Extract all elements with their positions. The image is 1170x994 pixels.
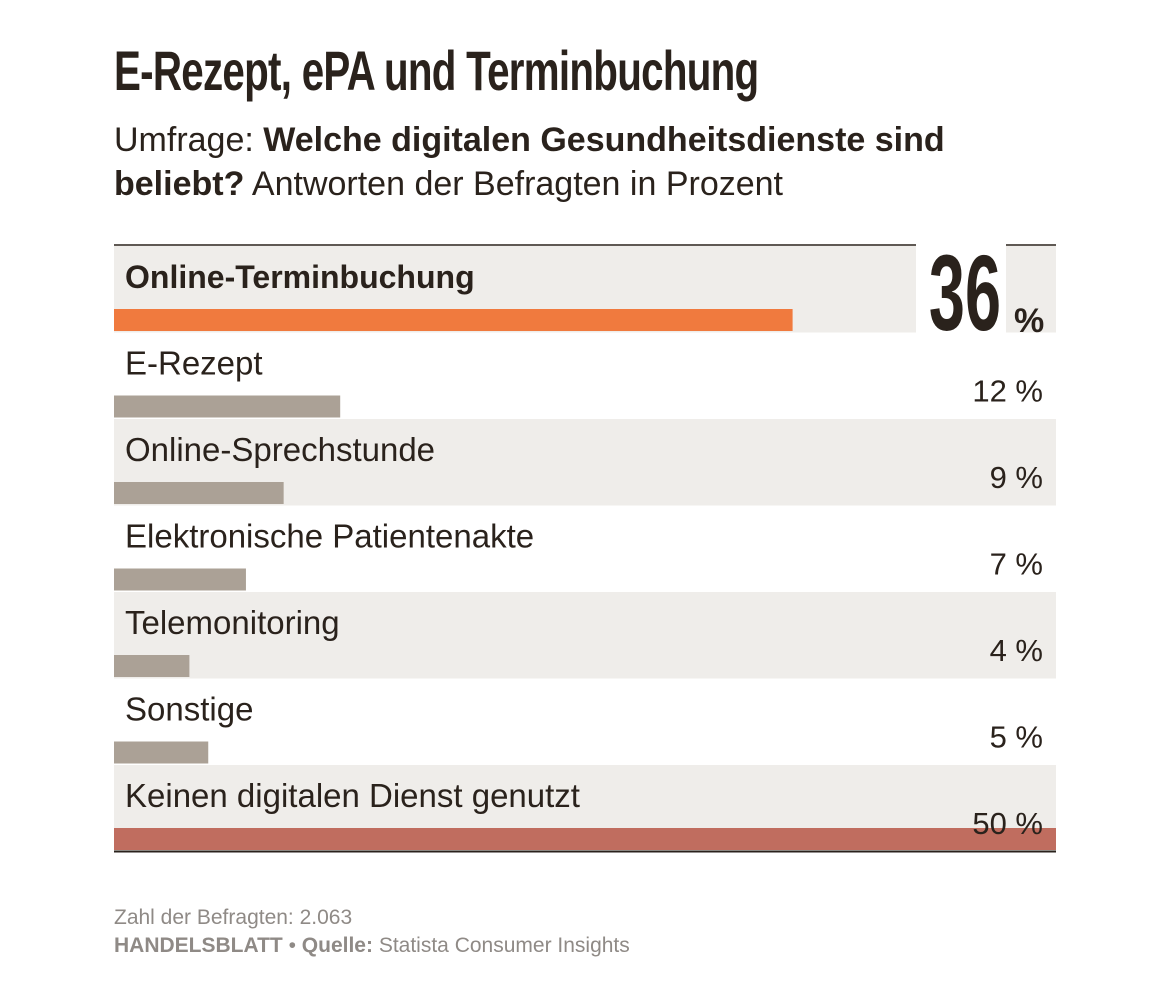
category-label: Keinen digitalen Dienst genutzt	[125, 777, 580, 814]
row-background	[114, 592, 1056, 679]
value-label: 36	[929, 244, 1001, 353]
bar-chart-svg: Online-Terminbuchung 36 % E-Rezept 12 % Onlin…	[114, 244, 1056, 853]
source-name: Statista Consumer Insights	[372, 934, 630, 957]
bar	[114, 828, 1056, 850]
value-highlight-bg	[916, 244, 1006, 333]
bar	[114, 655, 190, 677]
category-label: Online-Sprechstunde	[125, 431, 435, 468]
category-label: Elektronische Patientenakte	[125, 518, 534, 555]
category-label: Online-Terminbuchung	[125, 259, 475, 295]
value-unit: %	[1014, 302, 1044, 340]
source-separator: •	[282, 934, 302, 957]
category-label: E-Rezept	[125, 345, 263, 382]
subtitle-prefix: Umfrage:	[114, 121, 264, 159]
bar-chart: Online-Terminbuchung 36% E-Rezept 12 % Onlin…	[114, 244, 1056, 854]
respondent-count: Zahl der Befragten: 2.063	[114, 906, 353, 929]
publisher-brand: HANDELSBLATT	[114, 934, 283, 957]
bar	[114, 568, 246, 591]
source-line: HANDELSBLATT • Quelle: Statista Consumer…	[114, 932, 630, 960]
bar	[114, 741, 209, 764]
value-label: 4 %	[990, 633, 1043, 668]
chart-title: E-Rezept, ePA und Terminbuchung	[114, 39, 759, 102]
bar	[114, 309, 793, 331]
category-label: Sonstige	[125, 691, 253, 728]
value-label: 5 %	[990, 720, 1043, 755]
value-label: 7 %	[990, 547, 1043, 582]
bar	[114, 395, 341, 418]
value-label: 9 %	[990, 460, 1043, 495]
subtitle-suffix: Antworten der Befragten in Prozent	[244, 165, 783, 203]
source-label: Quelle:	[301, 934, 373, 957]
value-label: 12 %	[972, 374, 1043, 409]
chart-subtitle: Umfrage: Welche digitalen Gesundheitsdie…	[114, 118, 1034, 206]
category-label: Telemonitoring	[125, 604, 340, 641]
value-label: 50 %	[972, 806, 1043, 841]
bar	[114, 482, 284, 504]
subtitle-question: Welche digitalen Gesundheitsdienste sind…	[114, 121, 945, 203]
footnote: Zahl der Befragten: 2.063 HANDELSBLATT •…	[114, 904, 630, 960]
